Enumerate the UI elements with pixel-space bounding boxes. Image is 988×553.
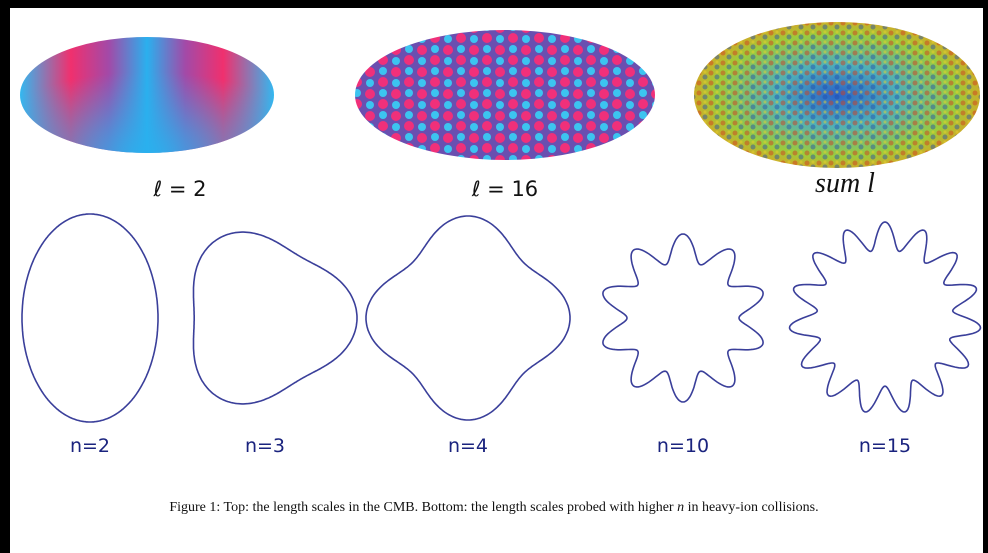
map-label: sum l xyxy=(815,168,875,199)
cmb-map-noise xyxy=(694,22,980,168)
caption-emphasis: n xyxy=(677,500,684,515)
page: {"figure": { "maps": [{"label": "ℓ = 2"}… xyxy=(0,0,988,553)
shape-label: n=4 xyxy=(448,435,488,457)
figure: ℓ = 2 ℓ = 16 sum l n=2 n=3 n=4 n=10 n=15… xyxy=(0,0,988,553)
shape-label: n=2 xyxy=(70,435,110,457)
caption: Figure 1: Top: the length scales in the … xyxy=(169,500,818,515)
caption-tail: in heavy-ion collisions. xyxy=(684,500,819,515)
map-label: ℓ = 16 xyxy=(471,177,538,201)
shape-label: n=15 xyxy=(859,435,911,457)
map-label: ℓ = 2 xyxy=(153,177,207,201)
shape-label: n=3 xyxy=(245,435,285,457)
shape-label: n=10 xyxy=(657,435,709,457)
cmb-map xyxy=(355,30,655,160)
cmb-map-shade xyxy=(20,37,274,153)
caption-text: Figure 1: Top: the length scales in the … xyxy=(169,500,677,515)
